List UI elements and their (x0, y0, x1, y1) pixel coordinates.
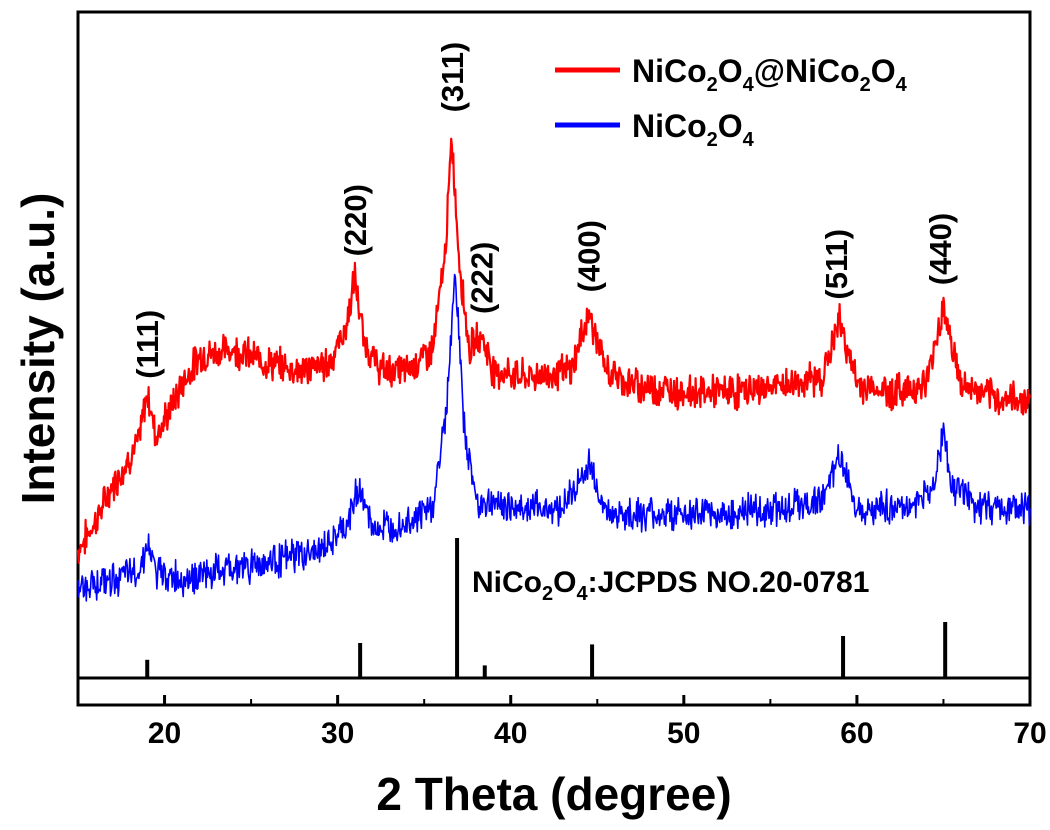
x-tick-label: 20 (148, 717, 181, 750)
legend-nico2o4-label: NiCo2O4 (632, 108, 755, 151)
series-group (76, 137, 1032, 602)
x-tick-label: 70 (1013, 717, 1046, 750)
x-tick-label: 60 (840, 717, 873, 750)
peak-label: (311) (435, 42, 470, 113)
legend: NiCo2O4@NiCo2O4 NiCo2O4 (555, 53, 908, 151)
peak-label: (400) (572, 220, 607, 292)
legend-nico2o4-nico2o4-label: NiCo2O4@NiCo2O4 (632, 53, 908, 96)
peak-labels: (111) (220) (311) (222) (400) (511) (440) (130, 42, 958, 379)
plot-frame (76, 10, 1032, 707)
reference-label: NiCo2O4:JCPDS NO.20-0781 (472, 566, 869, 605)
peak-label: (222) (464, 242, 499, 314)
x-tick-label: 30 (321, 717, 354, 750)
x-tick-label: 50 (667, 717, 700, 750)
peak-label: (111) (130, 310, 165, 379)
x-tick-label: 40 (494, 717, 527, 750)
peak-label: (440) (923, 213, 958, 285)
peak-label: (220) (338, 184, 373, 256)
series-line-nico2o4 (77, 273, 1031, 602)
x-axis-title: 2 Theta (degree) (376, 768, 731, 820)
x-axis: 20 30 40 50 60 70 2 Theta (degree) Intensity (a… (12, 193, 1047, 820)
reference-pattern: NiCo2O4:JCPDS NO.20-0781 (145, 538, 948, 678)
series-line-nico2o4-nico2o4 (76, 137, 1032, 564)
y-axis-title: Intensity (a.u.) (12, 193, 64, 505)
plot-border (76, 10, 1032, 707)
peak-label: (511) (819, 229, 854, 300)
